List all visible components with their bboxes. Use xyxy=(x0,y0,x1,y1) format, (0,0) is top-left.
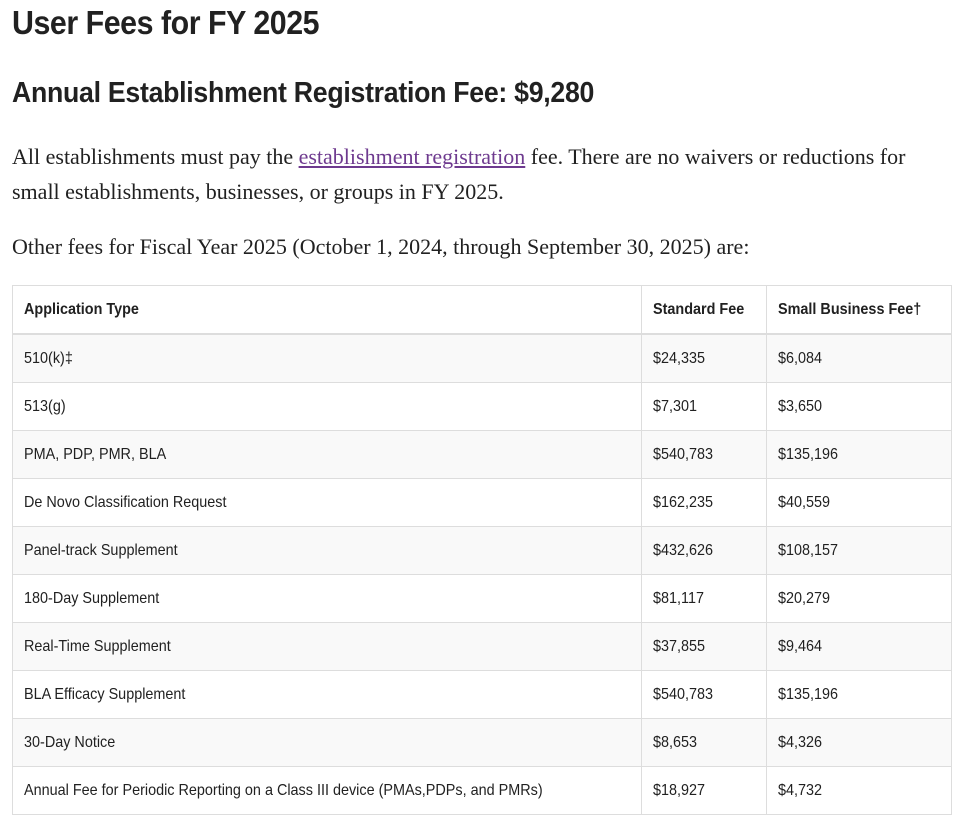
small-business-fee-cell: $4,732 xyxy=(766,766,952,815)
standard-fee-cell: $24,335 xyxy=(641,333,767,383)
table-row: 30-Day Notice $8,653 $4,326 xyxy=(12,718,952,767)
small-business-fee-cell: $4,326 xyxy=(766,718,952,767)
registration-fee-heading: Annual Establishment Registration Fee: $… xyxy=(12,77,595,109)
standard-fee-cell: $7,301 xyxy=(641,382,767,431)
table-row: Annual Fee for Periodic Reporting on a C… xyxy=(12,766,952,815)
table-row: 513(g) $7,301 $3,650 xyxy=(12,382,952,431)
standard-fee-cell: $540,783 xyxy=(641,430,767,479)
table-header-row: Application Type Standard Fee Small Busi… xyxy=(12,285,952,335)
page-title: User Fees for FY 2025 xyxy=(12,4,320,41)
table-row: BLA Efficacy Supplement $540,783 $135,19… xyxy=(12,670,952,719)
application-type-cell: 513(g) xyxy=(12,382,642,431)
application-type-cell: Annual Fee for Periodic Reporting on a C… xyxy=(12,766,642,815)
intro-text-before-link: All establishments must pay the xyxy=(12,144,299,169)
application-type-cell: 510(k)‡ xyxy=(12,333,642,383)
standard-fee-cell: $8,653 xyxy=(641,718,767,767)
standard-fee-cell: $18,927 xyxy=(641,766,767,815)
header-standard-fee: Standard Fee xyxy=(641,285,767,335)
application-type-cell: PMA, PDP, PMR, BLA xyxy=(12,430,642,479)
intro-text-after-link: fee. There are no waivers or reductions … xyxy=(12,144,906,204)
standard-fee-cell: $37,855 xyxy=(641,622,767,671)
small-business-fee-cell: $9,464 xyxy=(766,622,952,671)
standard-fee-cell: $162,235 xyxy=(641,478,767,527)
small-business-fee-cell: $135,196 xyxy=(766,670,952,719)
table-row: PMA, PDP, PMR, BLA $540,783 $135,196 xyxy=(12,430,952,479)
table-row: 510(k)‡ $24,335 $6,084 xyxy=(12,333,952,383)
other-fees-paragraph: Other fees for Fiscal Year 2025 (October… xyxy=(12,234,750,259)
table-row: Panel-track Supplement $432,626 $108,157 xyxy=(12,526,952,575)
application-type-cell: 30-Day Notice xyxy=(12,718,642,767)
small-business-fee-cell: $135,196 xyxy=(766,430,952,479)
table-row: 180-Day Supplement $81,117 $20,279 xyxy=(12,574,952,623)
header-application-type: Application Type xyxy=(12,285,642,335)
header-small-business-fee: Small Business Fee† xyxy=(766,285,952,335)
table-row: Real-Time Supplement $37,855 $9,464 xyxy=(12,622,952,671)
application-type-cell: BLA Efficacy Supplement xyxy=(12,670,642,719)
intro-paragraph: All establishments must pay the establis… xyxy=(12,139,952,209)
application-type-cell: De Novo Classification Request xyxy=(12,478,642,527)
application-type-cell: Real-Time Supplement xyxy=(12,622,642,671)
small-business-fee-cell: $108,157 xyxy=(766,526,952,575)
fees-table: Application Type Standard Fee Small Busi… xyxy=(12,285,952,815)
small-business-fee-cell: $40,559 xyxy=(766,478,952,527)
standard-fee-cell: $81,117 xyxy=(641,574,767,623)
small-business-fee-cell: $20,279 xyxy=(766,574,952,623)
small-business-fee-cell: $3,650 xyxy=(766,382,952,431)
table-row: De Novo Classification Request $162,235 … xyxy=(12,478,952,527)
small-business-fee-cell: $6,084 xyxy=(766,333,952,383)
application-type-cell: Panel-track Supplement xyxy=(12,526,642,575)
establishment-registration-link[interactable]: establishment registration xyxy=(298,144,526,169)
standard-fee-cell: $432,626 xyxy=(641,526,767,575)
application-type-cell: 180-Day Supplement xyxy=(12,574,642,623)
standard-fee-cell: $540,783 xyxy=(641,670,767,719)
